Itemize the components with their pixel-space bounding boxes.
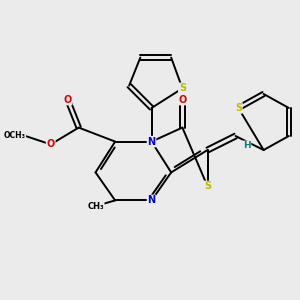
Text: O: O [63,94,72,105]
Text: S: S [204,182,211,191]
Text: H: H [243,141,250,150]
Text: OCH₃: OCH₃ [4,131,26,140]
Text: O: O [46,140,55,149]
Text: O: O [178,94,187,105]
Text: CH₃: CH₃ [87,202,104,211]
Text: N: N [148,136,156,147]
Text: S: S [179,83,186,93]
Text: N: N [148,195,156,206]
Text: S: S [235,103,242,113]
